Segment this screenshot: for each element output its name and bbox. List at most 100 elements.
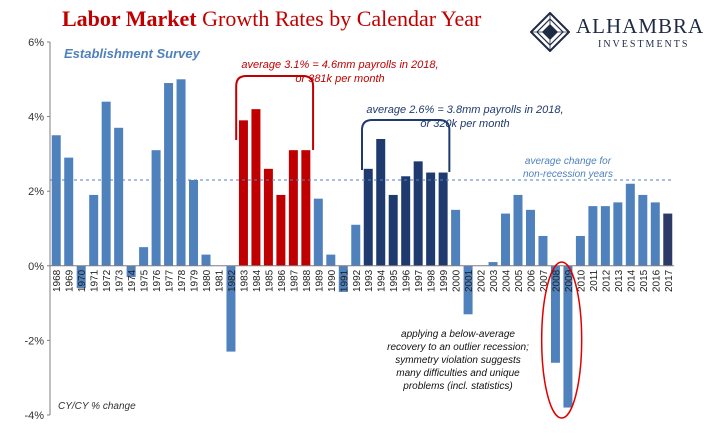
y-tick-label: 0%: [28, 261, 44, 273]
note-line-1: applying a below-average: [401, 329, 515, 340]
navy-annotation-2: or 320k per month: [420, 118, 509, 130]
x-tick-label: 1999: [439, 269, 450, 292]
bar-1993: [363, 168, 373, 266]
x-tick-label: 1974: [127, 269, 138, 292]
bar-1992: [351, 224, 361, 266]
x-tick-label: 2014: [626, 269, 637, 292]
note-line-5: problems (incl. statistics): [402, 381, 512, 392]
bar-2017: [663, 213, 673, 266]
x-tick-label: 2002: [477, 269, 488, 292]
x-tick-label: 1993: [364, 269, 375, 292]
bar-1989: [313, 198, 323, 266]
x-tick-label: 2016: [651, 269, 662, 292]
bar-2007: [538, 235, 548, 266]
bar-1994: [376, 138, 386, 266]
bar-1970: [76, 265, 86, 289]
avg-line-label-1: average change for: [525, 156, 612, 167]
bar-1991: [338, 265, 348, 292]
bar-1968: [51, 135, 61, 266]
bar-2009: [563, 265, 573, 408]
x-tick-label: 1996: [402, 269, 413, 292]
x-tick-label: 1972: [102, 269, 113, 292]
chart-subtitle: Establishment Survey: [64, 46, 201, 61]
alhambra-logo: ALHAMBRA INVESTMENTS: [528, 8, 703, 58]
bar-2016: [650, 202, 660, 266]
x-tick-label: 1971: [90, 269, 101, 292]
bar-1997: [413, 161, 423, 266]
bar-2013: [613, 202, 623, 266]
bar-1988: [301, 150, 311, 266]
note-line-4: many difficulties and unique: [396, 368, 520, 379]
x-tick-label: 1985: [264, 269, 275, 292]
x-tick-label: 1978: [177, 269, 188, 292]
bar-1974: [126, 265, 136, 277]
x-tick-label: 2008: [551, 269, 562, 292]
bar-1986: [276, 194, 286, 266]
x-tick-label: 1998: [427, 269, 438, 292]
logo-name: ALHAMBRA: [576, 14, 705, 38]
bar-1978: [176, 79, 186, 266]
bar-1990: [326, 254, 336, 266]
x-tick-label: 1989: [314, 269, 325, 292]
bar-1985: [263, 168, 273, 266]
x-tick-label: 1979: [190, 269, 201, 292]
chart-footnote: CY/CY % change: [58, 401, 136, 412]
x-tick-label: 1986: [277, 269, 288, 292]
chart-title-highlight: Labor Market: [62, 6, 197, 31]
chart-title-rest: Growth Rates by Calendar Year: [196, 6, 482, 31]
bar-1982: [226, 265, 236, 352]
x-tick-label: 1994: [377, 269, 388, 292]
x-tick-label: 2004: [502, 269, 513, 292]
bar-2014: [625, 183, 635, 266]
x-tick-label: 1987: [289, 269, 300, 292]
bar-1975: [139, 247, 149, 266]
bar-1983: [238, 120, 248, 266]
x-tick-label: 1992: [352, 269, 363, 292]
bar-2008: [550, 265, 560, 363]
x-tick-label: 1976: [152, 269, 163, 292]
y-tick-label: 2%: [28, 186, 44, 198]
x-tick-label: 2011: [589, 269, 600, 291]
navy-annotation-1: average 2.6% = 3.8mm payrolls in 2018,: [366, 104, 563, 116]
bar-1977: [164, 83, 174, 266]
bar-2004: [501, 213, 511, 266]
bar-1973: [114, 127, 124, 266]
bar-1969: [64, 157, 74, 266]
x-tick-label: 2015: [639, 269, 650, 292]
alhambra-emblem-icon: [530, 12, 570, 52]
x-tick-label: 2006: [526, 269, 537, 292]
bar-1980: [201, 254, 211, 266]
bar-2000: [451, 209, 461, 266]
bar-2005: [513, 194, 523, 266]
bar-2011: [588, 206, 598, 266]
x-tick-label: 1977: [165, 269, 176, 292]
x-tick-label: 1997: [414, 269, 425, 292]
bar-1984: [251, 109, 261, 266]
red-annotation-2: or 381k per month: [295, 73, 384, 85]
x-tick-label: 1984: [252, 269, 263, 292]
bar-1999: [438, 172, 448, 266]
y-tick-label: 4%: [28, 112, 44, 124]
x-tick-label: 1982: [227, 269, 238, 292]
bar-1995: [388, 194, 398, 266]
bar-1987: [288, 150, 298, 266]
y-tick-label: -4%: [24, 410, 44, 422]
x-tick-label: 2007: [539, 269, 550, 292]
x-tick-label: 1975: [140, 269, 151, 292]
bar-1971: [89, 194, 99, 266]
x-tick-label: 2009: [564, 269, 575, 292]
bar-2012: [600, 206, 610, 266]
x-tick-label: 1983: [239, 269, 250, 292]
bar-2001: [463, 265, 473, 315]
bar-1996: [401, 176, 411, 266]
note-line-3: symmetry violation suggests: [395, 355, 521, 366]
x-tick-label: 2003: [489, 269, 500, 292]
bar-2003: [488, 262, 498, 266]
x-tick-label: 2001: [464, 269, 475, 292]
avg-line-label-2: non-recession years: [523, 169, 613, 180]
note-line-2: recovery to an outlier recession;: [387, 342, 529, 353]
x-tick-label: 1991: [339, 269, 350, 292]
bar-2015: [638, 194, 648, 266]
recession-ellipse: [540, 261, 583, 419]
